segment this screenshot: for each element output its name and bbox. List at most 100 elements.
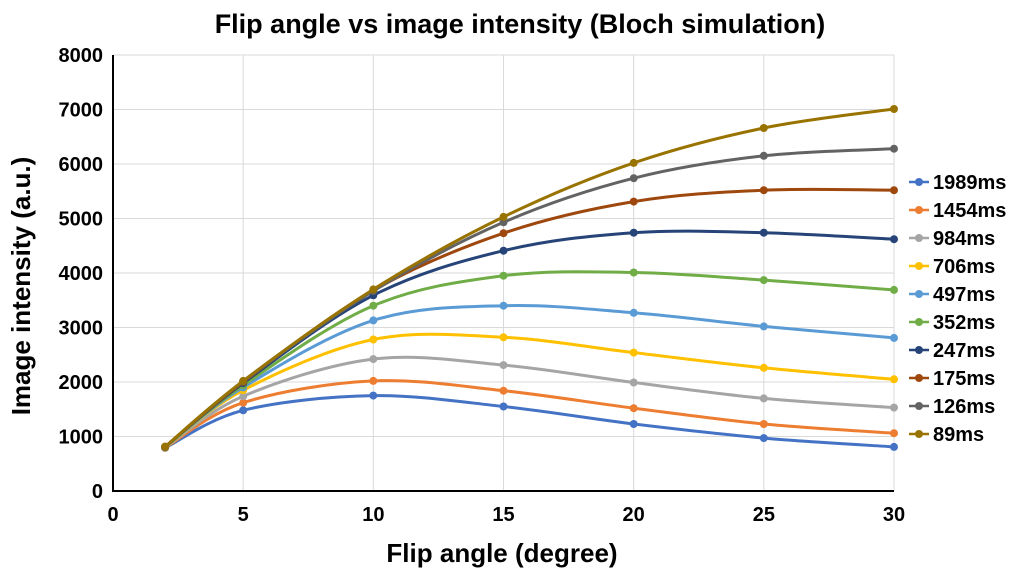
legend-key-marker (915, 234, 923, 242)
series-marker-352ms (369, 301, 378, 310)
series-marker-1454ms (629, 404, 638, 413)
series-marker-984ms (629, 378, 638, 387)
x-tick-label: 20 (623, 504, 645, 526)
x-tick-label: 0 (107, 504, 118, 526)
legend-label: 1989ms (933, 172, 1006, 194)
series-marker-706ms (499, 333, 508, 342)
legend-label: 706ms (933, 256, 995, 278)
y-tick-label: 1000 (59, 427, 104, 449)
axes (112, 55, 894, 492)
series-175ms (161, 186, 898, 451)
legend-label: 1454ms (933, 200, 1006, 222)
legend-item-984ms: 984ms (909, 228, 995, 250)
series-984ms (161, 355, 898, 452)
series-marker-1989ms (890, 442, 898, 451)
legend-key-marker (915, 206, 923, 214)
series-marker-247ms (890, 235, 898, 244)
series-marker-126ms (759, 151, 768, 160)
series-marker-89ms (239, 376, 248, 385)
y-tick-label: 4000 (59, 263, 104, 285)
y-tick-label: 6000 (59, 154, 104, 176)
series-marker-1454ms (759, 420, 768, 428)
series-line-1989ms (163, 394, 896, 450)
x-tick-label: 15 (492, 504, 514, 526)
legend-item-175ms: 175ms (909, 368, 995, 390)
series-marker-1989ms (499, 402, 508, 411)
series-marker-1989ms (369, 391, 378, 400)
series-marker-706ms (759, 363, 768, 372)
legend-item-89ms: 89ms (909, 424, 984, 446)
series-marker-706ms (890, 375, 898, 384)
series-marker-126ms (629, 174, 638, 183)
series-line-706ms (163, 332, 896, 449)
legend-label: 352ms (933, 312, 995, 334)
series-marker-89ms (499, 212, 508, 221)
legend-key-marker (915, 290, 923, 298)
series-lines (161, 105, 898, 452)
legend-item-1989ms: 1989ms (909, 172, 1006, 194)
series-marker-352ms (890, 285, 898, 294)
series-marker-175ms (759, 186, 768, 195)
series-marker-497ms (759, 322, 768, 331)
y-tick-label: 2000 (59, 372, 104, 394)
x-tick-label: 25 (753, 504, 775, 526)
series-line-126ms (163, 147, 896, 449)
series-marker-89ms (369, 285, 378, 294)
legend-key-marker (915, 346, 923, 354)
series-marker-1989ms (239, 406, 248, 415)
legend-item-352ms: 352ms (909, 312, 995, 334)
series-89ms (161, 105, 898, 451)
y-tick-label: 8000 (59, 45, 104, 67)
x-axis-title: Flip angle (degree) (386, 538, 617, 568)
y-tick-label: 7000 (59, 100, 104, 122)
legend: 1989ms 1454ms 984ms 706ms 497ms 352ms 247ms 175… (909, 172, 1006, 446)
legend-key-marker (915, 178, 923, 186)
series-marker-1989ms (759, 434, 768, 443)
series-marker-1454ms (369, 376, 378, 385)
legend-key-marker (915, 374, 923, 382)
legend-label: 126ms (933, 396, 995, 418)
legend-key-marker (915, 262, 923, 270)
legend-label: 89ms (933, 424, 984, 446)
series-marker-497ms (890, 333, 898, 342)
y-tick-label: 0 (92, 481, 103, 503)
series-marker-1989ms (629, 420, 638, 428)
series-marker-984ms (890, 403, 898, 412)
series-marker-175ms (499, 229, 508, 238)
series-marker-175ms (890, 186, 898, 195)
series-line-1454ms (163, 379, 896, 450)
series-marker-706ms (629, 348, 638, 357)
y-tick-label: 3000 (59, 318, 104, 340)
legend-item-126ms: 126ms (909, 396, 995, 418)
series-marker-706ms (369, 335, 378, 344)
legend-label: 984ms (933, 228, 995, 250)
series-marker-247ms (759, 228, 768, 237)
series-marker-352ms (759, 276, 768, 285)
legend-key-marker (915, 430, 923, 438)
legend-label: 247ms (933, 340, 995, 362)
chart-title: Flip angle vs image intensity (Bloch sim… (215, 9, 826, 39)
series-marker-89ms (759, 124, 768, 132)
series-marker-247ms (499, 246, 508, 255)
legend-item-497ms: 497ms (909, 284, 995, 306)
series-marker-89ms (629, 158, 638, 167)
series-marker-352ms (629, 268, 638, 277)
legend-label: 175ms (933, 368, 995, 390)
series-marker-352ms (499, 271, 508, 280)
series-marker-1454ms (239, 398, 248, 407)
series-marker-984ms (369, 355, 378, 364)
legend-item-706ms: 706ms (909, 256, 995, 278)
legend-key-marker (915, 318, 923, 326)
series-line-89ms (163, 107, 896, 449)
series-marker-89ms (890, 105, 898, 113)
series-marker-497ms (499, 301, 508, 310)
series-marker-984ms (239, 392, 248, 401)
x-tick-label: 10 (362, 504, 384, 526)
series-marker-984ms (759, 394, 768, 403)
legend-label: 497ms (933, 284, 995, 306)
series-marker-497ms (629, 308, 638, 317)
series-marker-247ms (629, 228, 638, 237)
x-tick-label: 5 (238, 504, 249, 526)
